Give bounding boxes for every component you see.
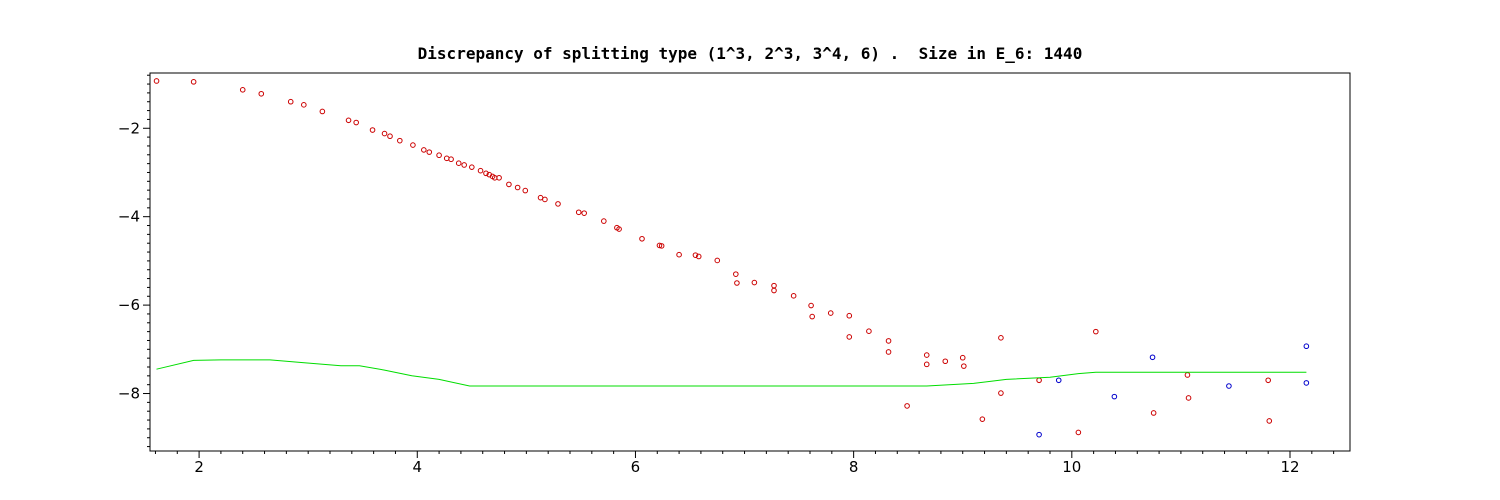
data-point: [1303, 380, 1310, 386]
data-point: [258, 90, 265, 97]
data-point: [1149, 354, 1156, 361]
x-tick-label: 8: [849, 458, 859, 476]
data-point: [692, 252, 699, 258]
x-tick-label: 4: [412, 458, 422, 476]
data-point: [676, 251, 682, 258]
y-tick-label: −2: [118, 119, 140, 137]
data-point: [846, 312, 853, 319]
data-point: [1184, 372, 1191, 378]
data-point: [287, 98, 294, 105]
data-point: [410, 142, 416, 148]
data-point: [469, 164, 475, 170]
data-point: [733, 271, 739, 277]
data-point: [555, 201, 561, 207]
y-tick-label: −6: [118, 296, 140, 314]
data-point: [542, 196, 548, 203]
data-point: [153, 78, 160, 84]
data-point: [1266, 418, 1273, 424]
data-point: [1150, 410, 1157, 416]
data-point: [846, 334, 853, 340]
data-point: [885, 338, 892, 344]
data-point: [885, 349, 892, 355]
data-point: [369, 127, 376, 133]
data-point: [771, 287, 777, 294]
data-point: [942, 358, 949, 365]
data-point: [381, 130, 388, 137]
data-point: [353, 119, 359, 126]
data-point: [387, 133, 393, 140]
data-point: [319, 108, 326, 115]
data-point: [1075, 429, 1082, 436]
data-point: [239, 87, 246, 93]
data-point: [448, 156, 454, 163]
data-point: [1055, 377, 1062, 384]
data-point: [751, 279, 758, 286]
data-point: [443, 155, 450, 162]
data-point: [616, 226, 622, 232]
data-point: [904, 403, 910, 409]
data-point: [1303, 343, 1310, 350]
data-point: [771, 282, 777, 289]
data-point: [790, 293, 797, 299]
data-point: [345, 117, 352, 124]
data-point: [998, 390, 1004, 396]
y-tick-label: −8: [118, 385, 140, 403]
data-point: [923, 352, 930, 358]
data-point: [436, 152, 442, 159]
data-point: [301, 102, 307, 108]
data-point: [477, 167, 484, 174]
data-point: [426, 149, 433, 155]
plot-frame: [149, 72, 1351, 452]
data-point: [581, 210, 587, 216]
data-point: [923, 361, 930, 368]
data-point: [1226, 383, 1232, 389]
x-tick-label: 10: [1062, 458, 1081, 476]
data-point: [575, 209, 582, 216]
data-point: [979, 416, 986, 422]
data-point: [998, 335, 1004, 341]
data-point: [601, 218, 607, 224]
data-point: [522, 187, 529, 194]
data-point: [421, 147, 427, 153]
data-point: [483, 170, 489, 177]
x-tick-label: 12: [1280, 458, 1299, 476]
data-point: [809, 313, 815, 320]
data-point: [961, 363, 967, 369]
data-point: [959, 354, 966, 361]
data-point: [866, 328, 872, 334]
data-point: [506, 181, 512, 188]
data-point: [734, 280, 740, 286]
data-point: [714, 257, 721, 264]
y-tick-label: −4: [118, 208, 140, 226]
data-point: [1036, 431, 1042, 438]
chart-title: Discrepancy of splitting type (1^3, 2^3,…: [417, 44, 1083, 63]
data-point: [827, 310, 834, 316]
series-line: [156, 359, 1307, 387]
data-point: [455, 160, 462, 166]
data-point: [695, 253, 702, 260]
data-point: [461, 162, 467, 168]
data-point: [808, 302, 814, 309]
data-point: [1036, 377, 1042, 384]
data-point: [1185, 395, 1192, 401]
data-point: [1093, 328, 1099, 335]
data-point: [190, 79, 197, 85]
x-tick-label: 2: [194, 458, 204, 476]
data-point: [1111, 393, 1118, 400]
data-point: [397, 137, 403, 144]
data-point: [514, 184, 521, 191]
data-point: [496, 174, 502, 181]
data-point: [639, 235, 645, 242]
data-point: [658, 243, 665, 249]
x-tick-label: 6: [631, 458, 641, 476]
data-point: [1265, 377, 1271, 384]
data-point: [656, 242, 663, 249]
